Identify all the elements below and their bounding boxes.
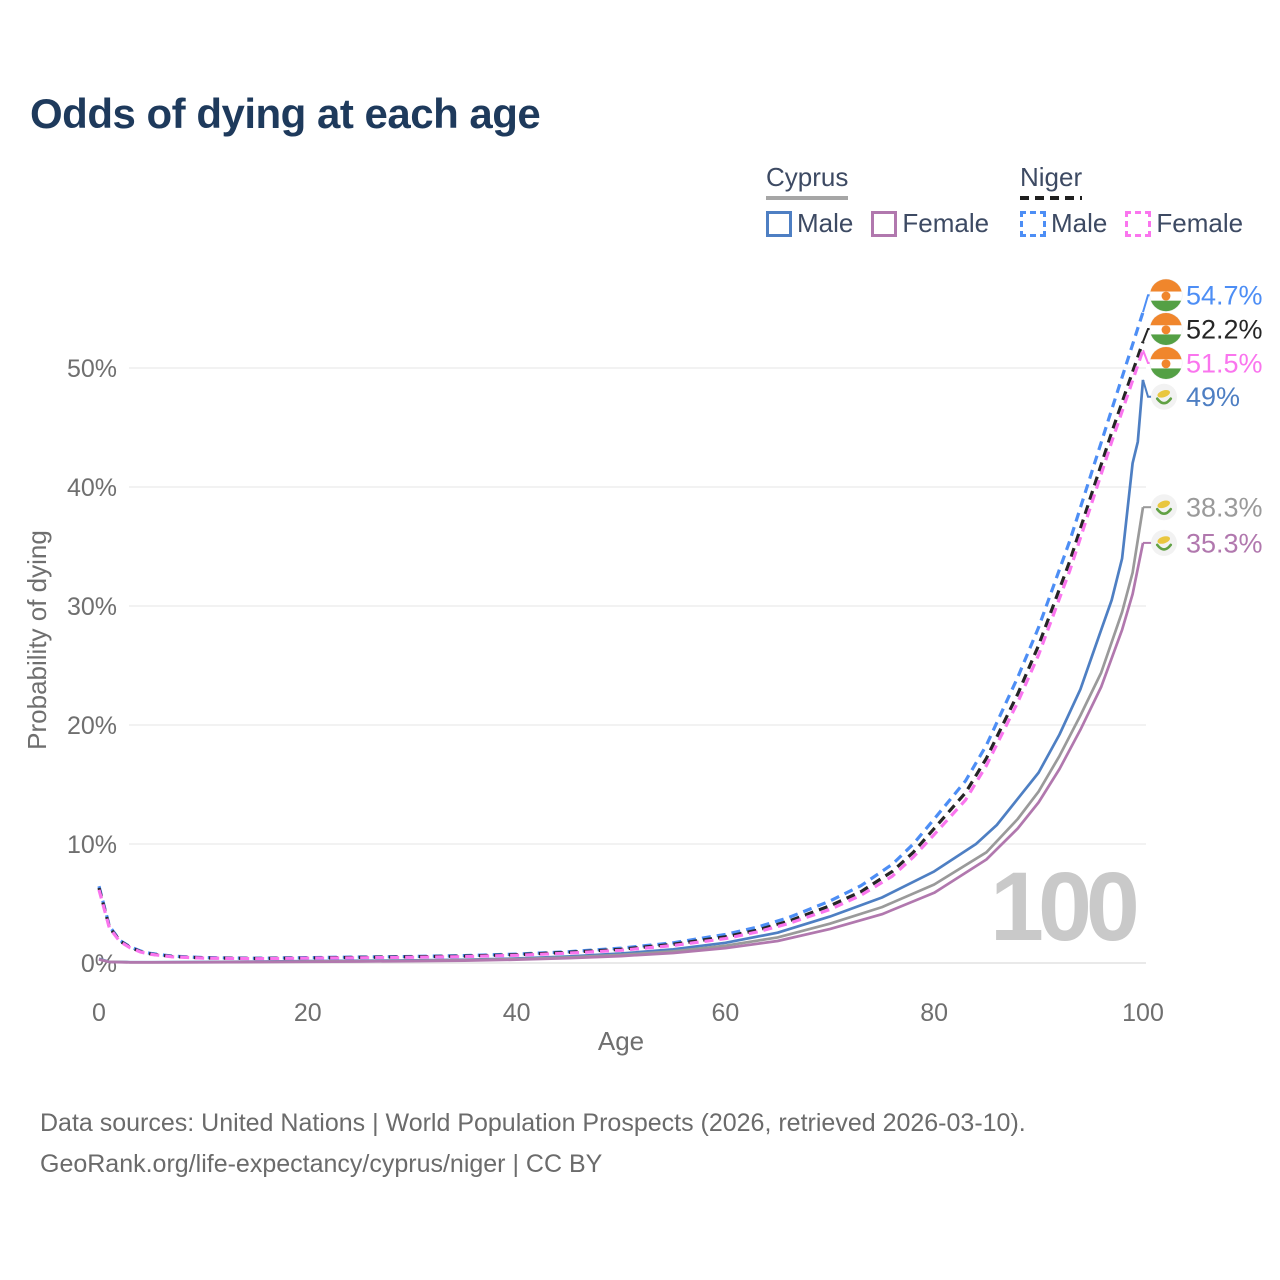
y-tick-label-30: 30% <box>67 593 117 621</box>
y-tick-label-40: 40% <box>67 474 117 502</box>
legend-group-title-niger: Niger <box>1020 162 1083 192</box>
flag-icon-niger <box>1149 346 1183 380</box>
end-label-niger-male: 54.7% <box>1186 281 1263 311</box>
end-label-leader-niger-female <box>1142 349 1150 364</box>
series-line-niger-female <box>97 349 1145 961</box>
legend-swatch-niger-male-icon <box>1020 210 1046 237</box>
legend-swatch-niger-female-icon <box>1125 210 1152 237</box>
x-tick-label-100: 100 <box>1122 999 1164 1027</box>
legend-group-title-cyprus: Cyprus <box>766 162 849 192</box>
legend-item-niger-female[interactable]: Female <box>1125 208 1243 239</box>
y-tick-label-0: 0% <box>81 950 117 978</box>
flag-icon-cyprus <box>1151 383 1177 410</box>
legend-row-cyprus: Male Female <box>766 208 989 239</box>
x-axis-label: Age <box>598 1026 644 1056</box>
end-label-leader-niger-both <box>1142 328 1150 343</box>
end-label-cyprus-male: 49% <box>1186 382 1240 412</box>
flag-icon-cyprus <box>1151 494 1177 521</box>
x-tick-label-80: 80 <box>920 999 948 1027</box>
y-tick-label-10: 10% <box>67 831 117 859</box>
legend-label-cyprus-male: Male <box>797 208 854 238</box>
x-tick-label-40: 40 <box>503 999 531 1027</box>
series-line-niger-both <box>97 341 1145 961</box>
legend-row-niger: Male Female <box>1020 208 1243 239</box>
legend-label-niger-male: Male <box>1051 208 1108 238</box>
legend-swatch-cyprus-female-icon <box>871 210 898 237</box>
legend-label-niger-female: Female <box>1156 208 1244 238</box>
legend-group-niger: Niger Male Female <box>1020 162 1243 239</box>
legend-label-cyprus-female: Female <box>902 208 990 238</box>
footer-data-sources: Data sources: United Nations | World Pop… <box>40 1109 1026 1137</box>
legend-item-niger-male[interactable]: Male <box>1020 208 1107 239</box>
series-line-cyprus-female <box>98 542 1145 964</box>
legend-group-header-cyprus: Cyprus <box>766 162 849 200</box>
legend-group-header-niger: Niger <box>1020 162 1083 200</box>
y-tick-label-20: 20% <box>67 712 117 740</box>
page-title: Odds of dying at each age <box>30 90 541 137</box>
footer-attribution: GeoRank.org/life-expectancy/cyprus/niger… <box>40 1150 603 1178</box>
end-label-cyprus-female: 35.3% <box>1186 528 1263 558</box>
end-label-leader-cyprus-male <box>1142 379 1152 398</box>
legend-group-cyprus: Cyprus Male Female <box>766 162 989 239</box>
legend-item-cyprus-female[interactable]: Female <box>871 208 989 239</box>
age-watermark: 100 <box>990 852 1140 961</box>
legend-underline-niger-dashed <box>1020 196 1083 200</box>
end-label-cyprus-both: 38.3% <box>1186 493 1263 523</box>
legend-swatch-cyprus-male-icon <box>766 210 792 237</box>
series-line-niger-male <box>97 311 1145 960</box>
end-label-leader-niger-male <box>1142 294 1150 313</box>
x-tick-label-0: 0 <box>92 999 106 1027</box>
legend-underline-cyprus-solid <box>766 196 849 200</box>
legend-item-cyprus-male[interactable]: Male <box>766 208 853 239</box>
end-label-niger-both: 52.2% <box>1186 315 1263 345</box>
end-label-niger-female: 51.5% <box>1186 349 1263 379</box>
y-axis-label: Probability of dying <box>22 530 52 750</box>
series-line-cyprus-both <box>98 506 1145 964</box>
footer: Data sources: United Nations | World Pop… <box>40 1103 1026 1185</box>
y-tick-label-50: 50% <box>67 355 117 383</box>
series-line-cyprus-male <box>98 379 1145 964</box>
flag-icon-cyprus <box>1151 529 1177 556</box>
x-tick-label-60: 60 <box>711 999 739 1027</box>
flag-icon-niger <box>1149 312 1183 346</box>
flag-icon-niger <box>1149 278 1183 312</box>
x-tick-label-20: 20 <box>294 999 322 1027</box>
